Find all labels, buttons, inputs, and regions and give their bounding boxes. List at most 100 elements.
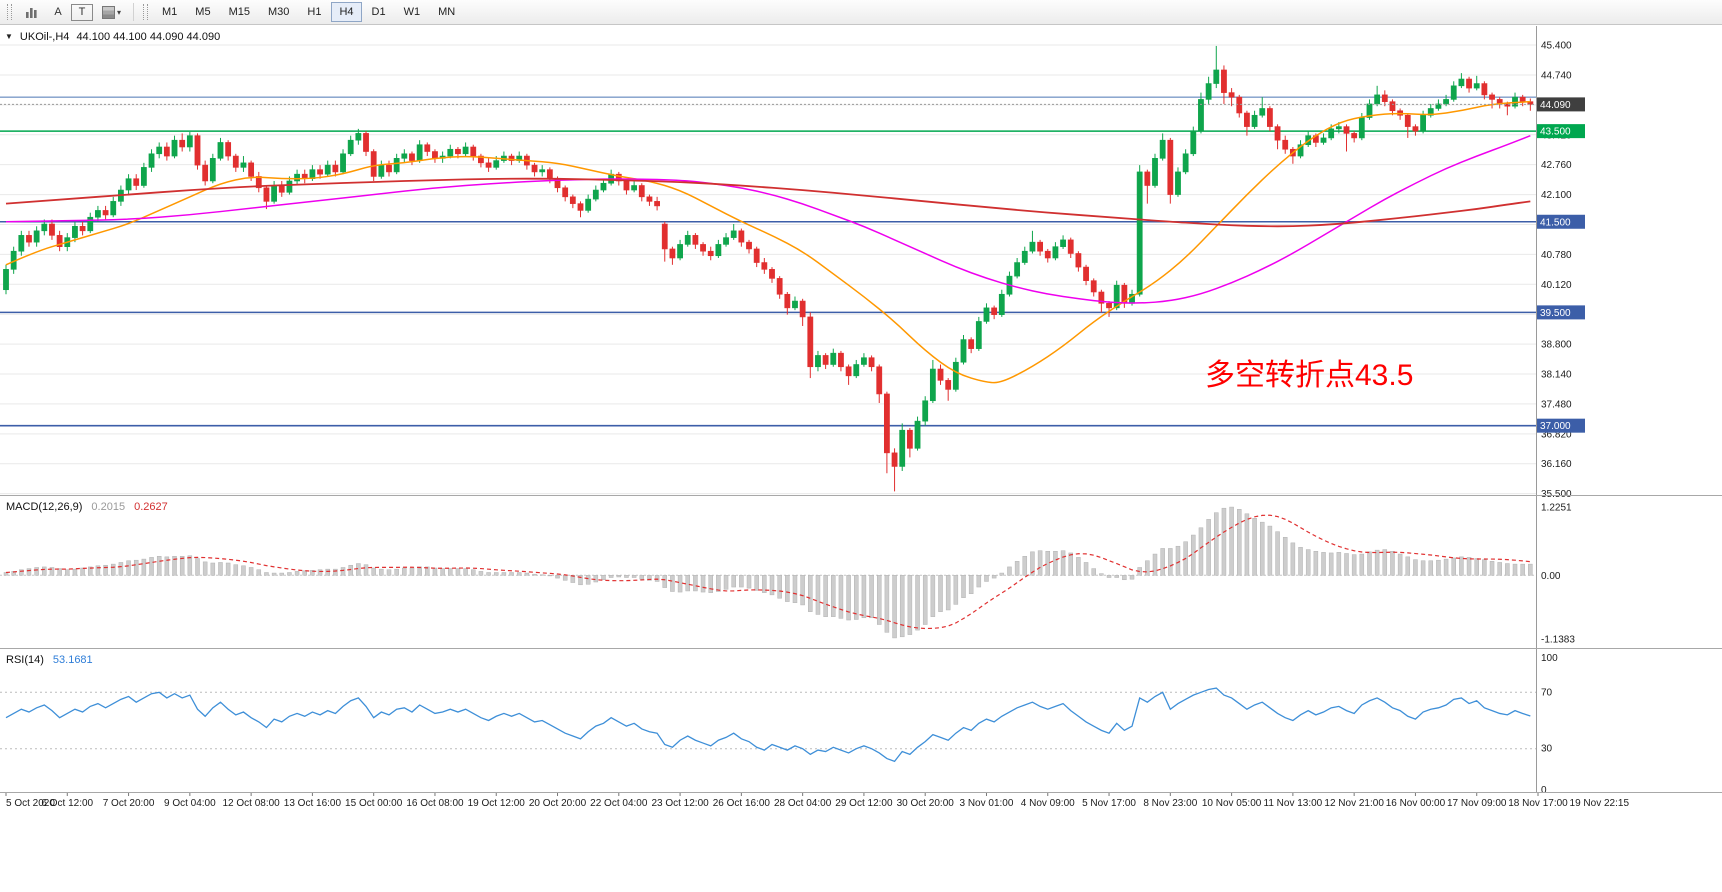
svg-text:0.00: 0.00 [1541, 571, 1561, 582]
svg-text:44.090: 44.090 [1540, 100, 1571, 111]
chart-title: UKOil-,H4 [19, 31, 70, 43]
svg-text:28 Oct 04:00: 28 Oct 04:00 [774, 798, 832, 809]
text-label-button[interactable]: T [71, 3, 93, 21]
toolbar-separator [133, 3, 135, 21]
chart-ohlc: 44.100 44.100 44.090 44.090 [76, 31, 221, 43]
svg-text:45.400: 45.400 [1541, 41, 1572, 52]
svg-text:35.500: 35.500 [1541, 489, 1572, 500]
timeframe-h4-button[interactable]: H4 [331, 2, 362, 22]
timeframe-m5-button[interactable]: M5 [187, 2, 218, 22]
macd-value: 0.2015 [91, 501, 126, 513]
svg-text:30: 30 [1541, 744, 1553, 755]
timeframe-m30-button[interactable]: M30 [260, 2, 297, 22]
svg-text:20 Oct 20:00: 20 Oct 20:00 [529, 798, 587, 809]
timeframe-m1-button[interactable]: M1 [154, 2, 185, 22]
timeframe-m15-button[interactable]: M15 [221, 2, 258, 22]
ma-slow-line [5, 177, 1531, 228]
level-badge: 43.500 [1537, 124, 1585, 139]
rsi-header: RSI(14) 53.1681 [6, 654, 93, 666]
svg-text:5 Oct 2020: 5 Oct 2020 [6, 798, 55, 809]
svg-text:7 Oct 20:00: 7 Oct 20:00 [103, 798, 155, 809]
rsi-panel [0, 687, 1536, 763]
svg-text:30 Oct 20:00: 30 Oct 20:00 [897, 798, 955, 809]
svg-text:9 Oct 04:00: 9 Oct 04:00 [164, 798, 216, 809]
svg-text:41.500: 41.500 [1540, 217, 1571, 228]
svg-text:11 Nov 13:00: 11 Nov 13:00 [1264, 798, 1323, 809]
svg-text:26 Oct 16:00: 26 Oct 16:00 [713, 798, 771, 809]
svg-text:22 Oct 04:00: 22 Oct 04:00 [590, 798, 648, 809]
level-badge: 39.500 [1537, 305, 1585, 320]
svg-text:8 Nov 23:00: 8 Nov 23:00 [1143, 798, 1197, 809]
macd-label: MACD(12,26,9) [6, 501, 83, 513]
svg-text:43.500: 43.500 [1540, 127, 1571, 138]
symbol-dropdown-icon[interactable]: ▼ [5, 32, 13, 41]
time-axis[interactable] [0, 792, 1722, 812]
timeframe-d1-button[interactable]: D1 [364, 2, 394, 22]
level-badge: 37.000 [1537, 418, 1585, 433]
svg-text:1.2251: 1.2251 [1541, 502, 1572, 513]
svg-text:23 Oct 12:00: 23 Oct 12:00 [651, 798, 709, 809]
svg-text:16 Nov 00:00: 16 Nov 00:00 [1386, 798, 1446, 809]
rsi-line [5, 687, 1531, 763]
macd-header: MACD(12,26,9) 0.2015 0.2627 [6, 501, 168, 513]
svg-text:19 Oct 12:00: 19 Oct 12:00 [468, 798, 526, 809]
svg-text:37.000: 37.000 [1540, 421, 1571, 432]
panel-frame [0, 26, 1722, 793]
svg-text:10 Nov 05:00: 10 Nov 05:00 [1202, 798, 1262, 809]
level-badge: 41.500 [1537, 214, 1585, 229]
rsi-label: RSI(14) [6, 654, 44, 666]
svg-text:18 Nov 17:00: 18 Nov 17:00 [1508, 798, 1568, 809]
price-axis[interactable] [1536, 26, 1722, 792]
svg-text:19 Nov 22:15: 19 Nov 22:15 [1570, 798, 1630, 809]
macd-signal-line [5, 514, 1531, 630]
panel-divider-macd[interactable] [0, 493, 1722, 498]
svg-text:100: 100 [1541, 653, 1558, 664]
toolbar-grip-2[interactable] [143, 4, 149, 20]
svg-text:38.140: 38.140 [1541, 370, 1572, 381]
colors-icon [102, 5, 115, 19]
timeframe-w1-button[interactable]: W1 [396, 2, 429, 22]
bar-chart-icon [26, 7, 37, 18]
svg-text:6 Oct 12:00: 6 Oct 12:00 [41, 798, 93, 809]
svg-text:3 Nov 01:00: 3 Nov 01:00 [960, 798, 1014, 809]
svg-text:38.800: 38.800 [1541, 340, 1572, 351]
svg-text:4 Nov 09:00: 4 Nov 09:00 [1021, 798, 1075, 809]
chart-header: ▼ UKOil-,H4 44.100 44.100 44.090 44.090 [5, 31, 220, 43]
svg-text:42.760: 42.760 [1541, 160, 1572, 171]
svg-text:15 Oct 00:00: 15 Oct 00:00 [345, 798, 403, 809]
svg-text:12 Oct 08:00: 12 Oct 08:00 [222, 798, 280, 809]
svg-text:12 Nov 21:00: 12 Nov 21:00 [1324, 798, 1384, 809]
svg-text:5 Nov 17:00: 5 Nov 17:00 [1082, 798, 1136, 809]
chart-annotation: 多空转折点43.5 [1205, 359, 1414, 392]
font-a-button[interactable]: A [47, 2, 69, 23]
svg-text:13 Oct 16:00: 13 Oct 16:00 [284, 798, 342, 809]
svg-text:29 Oct 12:00: 29 Oct 12:00 [835, 798, 893, 809]
timeframe-h1-button[interactable]: H1 [299, 2, 329, 22]
rsi-axis-labels: 100 70 30 0 [1541, 653, 1558, 796]
ma-medium-line [5, 134, 1531, 304]
toolbar: A T ▾ M1 M5 M15 M30 H1 H4 D1 W1 MN [0, 0, 1722, 25]
svg-text:16 Oct 08:00: 16 Oct 08:00 [406, 798, 464, 809]
svg-text:39.500: 39.500 [1540, 308, 1571, 319]
toolbar-grip[interactable] [7, 4, 12, 20]
macd-signal-value: 0.2627 [134, 501, 168, 513]
panel-divider-rsi[interactable] [0, 646, 1722, 651]
horizontal-level-lines [0, 96, 1536, 427]
rsi-value: 53.1681 [52, 654, 93, 666]
svg-text:36.820: 36.820 [1541, 429, 1572, 440]
candles-layer [3, 45, 1534, 492]
timeframe-button-group: M1 M5 M15 M30 H1 H4 D1 W1 MN [153, 2, 464, 22]
svg-text:42.100: 42.100 [1541, 190, 1572, 201]
macd-axis-labels: 1.2251 0.00 -1.1383 [1541, 502, 1575, 645]
svg-text:0: 0 [1541, 785, 1547, 796]
chevron-down-icon: ▾ [117, 7, 122, 17]
macd-histogram [3, 506, 1533, 639]
colors-button[interactable]: ▾ [95, 2, 128, 23]
svg-text:36.160: 36.160 [1541, 459, 1572, 470]
timeframe-mn-button[interactable]: MN [430, 2, 463, 22]
svg-text:37.480: 37.480 [1541, 399, 1572, 410]
svg-text:17 Nov 09:00: 17 Nov 09:00 [1447, 798, 1507, 809]
charts-icon-button[interactable] [18, 2, 45, 23]
tool-button-group: A T ▾ [17, 2, 129, 23]
